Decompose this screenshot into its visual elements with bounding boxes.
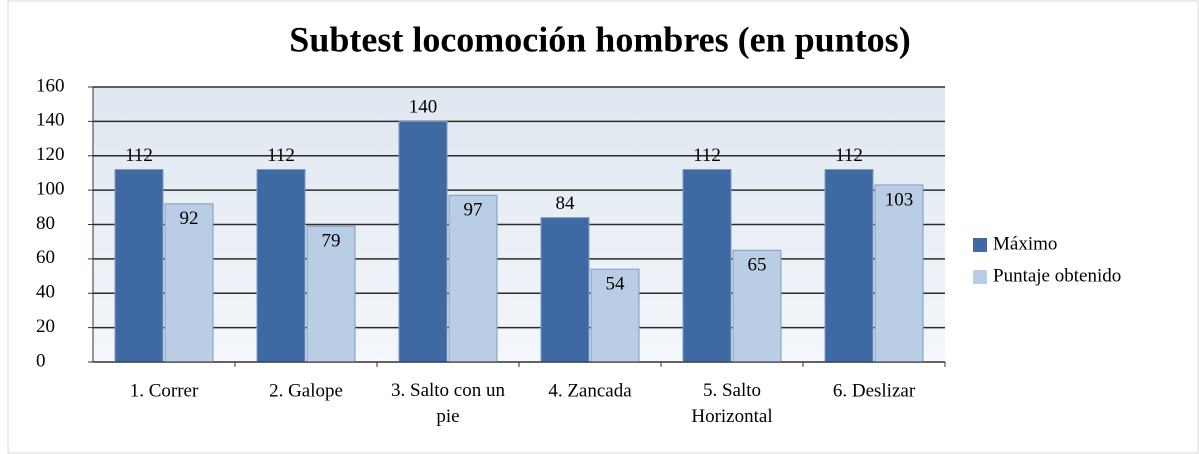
bar [540,217,590,363]
y-tick-label: 100 [36,178,65,199]
bar [732,249,782,363]
y-tick-label: 80 [36,213,55,234]
x-tick-label: 4. Zancada [548,380,632,401]
bar [306,225,356,363]
data-label: 112 [125,145,153,166]
data-label: 140 [409,97,438,118]
y-tick-label: 60 [36,247,55,268]
data-label: 54 [606,274,626,295]
data-label: 112 [835,145,863,166]
legend-label: Puntaje obtenido [993,265,1121,286]
legend-label: Máximo [993,233,1057,254]
x-tick-label: 2. Galope [269,380,343,401]
data-label: 97 [464,200,483,221]
bar [874,184,924,363]
y-tick-label: 20 [36,316,55,337]
data-label: 103 [885,189,914,210]
x-tick-label: 5. Salto Horizontal [691,380,772,427]
data-label: 79 [322,231,341,252]
data-label: 112 [693,145,721,166]
data-label: 112 [267,145,295,166]
legend-swatch [973,270,987,284]
bar [824,169,874,363]
y-tick-label: 120 [36,144,65,165]
bar [682,169,732,363]
bar [114,169,164,363]
legend-swatch [973,238,987,252]
y-tick-label: 140 [36,110,65,131]
y-tick-label: 160 [36,75,65,96]
y-tick-label: 0 [36,350,46,371]
bar [164,203,214,363]
x-tick-label-line: pie [436,406,459,427]
data-label: 65 [748,255,767,276]
chart-title: Subtest locomoción hombres (en puntos) [289,19,910,59]
data-label: 84 [556,193,576,214]
x-tick-label-line: 5. Salto [703,380,761,401]
x-tick-label-line: 3. Salto con un [391,380,505,401]
x-tick-label-line: Horizontal [691,406,772,427]
bar [398,120,448,363]
bar [590,268,640,363]
data-label: 92 [180,208,199,229]
bar [256,169,306,363]
x-tick-label: 1. Correr [130,380,199,401]
x-tick-label: 3. Salto con un pie [391,380,505,427]
bar [448,194,498,363]
y-tick-label: 40 [36,282,55,303]
x-tick-label: 6. Deslizar [833,380,916,401]
